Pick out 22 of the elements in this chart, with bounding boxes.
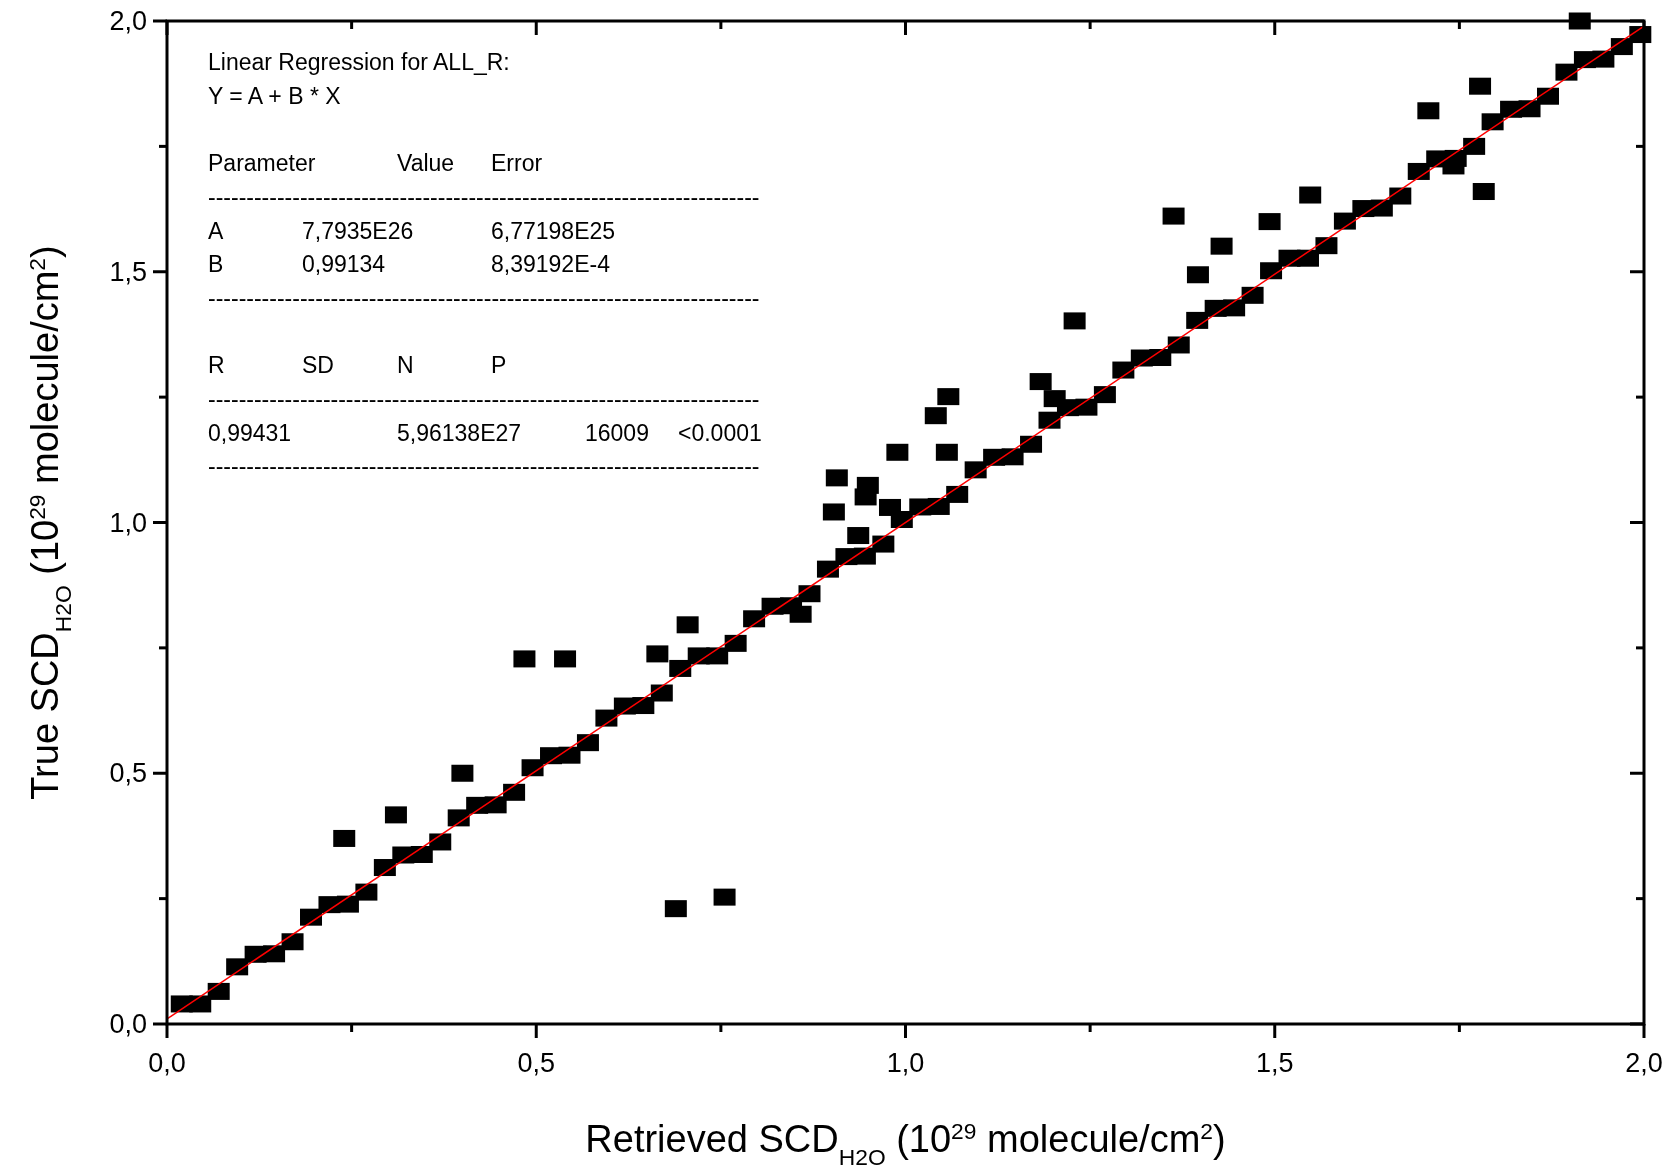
- annotation: Y = A + B * X: [208, 82, 341, 109]
- text: Parameter Value Error: [208, 150, 543, 177]
- y-tick-label: 0,5: [109, 758, 147, 789]
- x-tick-label: 1,5: [1255, 1048, 1294, 1078]
- y-tick-label: 2,0: [109, 6, 147, 36]
- text: A 7,7935E26 6,77198E25: [208, 217, 616, 244]
- annotation: ------------------------------------------------------------------------: [208, 453, 760, 480]
- annotation: ------------------------------------------------------------------------: [208, 183, 760, 210]
- y-tick-label: 1,5: [109, 256, 147, 287]
- x-tick-label: 0,0: [148, 1048, 186, 1078]
- y-tick-label: 1,0: [109, 507, 147, 538]
- x-tick-label: 2,0: [1625, 1048, 1663, 1078]
- annotation: ------------------------------------------------------------------------: [208, 386, 760, 412]
- x-tick-label: 1,0: [886, 1048, 925, 1078]
- text: R SD N P: [208, 352, 507, 379]
- text: 0,99431 5,96138E27 16009 <0.0001: [208, 419, 762, 446]
- annotation: ------------------------------------------------------------------------: [208, 284, 760, 311]
- x-axis-title: Retrieved SCD$_{H2O}$ (10$^{29}$ molecule/cm$^{2}$): [585, 1118, 1226, 1170]
- text: B 0,99134 8,39192E-4: [208, 251, 610, 278]
- annotation: Linear Regression for ALL_R:: [208, 49, 510, 75]
- x-tick-label: 0,5: [517, 1048, 556, 1078]
- y-tick-label: 0,0: [109, 1009, 147, 1039]
